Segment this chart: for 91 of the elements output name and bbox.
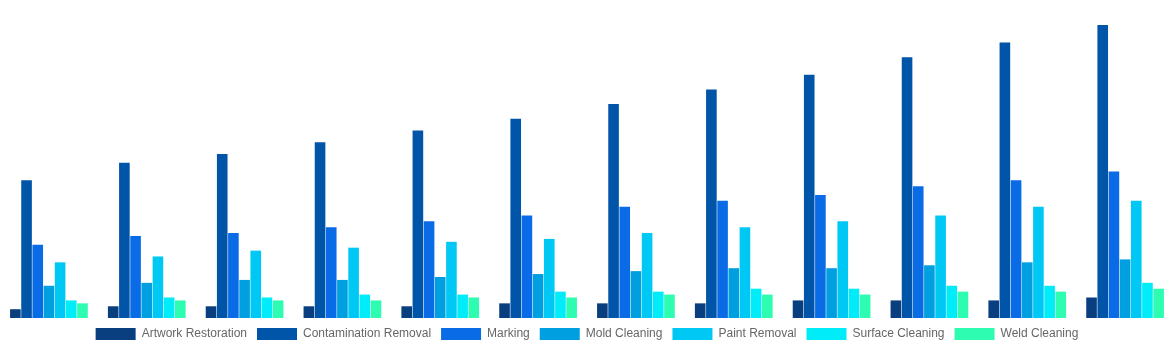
bar <box>1044 285 1055 318</box>
bar <box>1086 297 1097 318</box>
bar <box>228 233 239 318</box>
bar <box>216 153 228 318</box>
bar <box>848 288 860 318</box>
bar <box>641 233 653 318</box>
bar <box>468 297 480 318</box>
bar <box>750 288 762 318</box>
bar <box>359 294 371 318</box>
bar <box>859 294 871 318</box>
bar <box>107 306 119 318</box>
bar <box>250 250 262 318</box>
bar <box>706 89 717 318</box>
bar <box>739 227 751 318</box>
bar <box>325 227 337 318</box>
bar <box>205 306 217 318</box>
bar <box>1033 206 1044 318</box>
bar <box>314 142 326 318</box>
bar <box>152 256 164 318</box>
bar <box>499 303 510 318</box>
bar <box>434 276 446 318</box>
bar <box>77 303 88 318</box>
bar <box>815 194 826 318</box>
bar <box>370 300 382 318</box>
bar <box>1097 25 1109 318</box>
bar <box>901 57 913 318</box>
bar <box>43 285 55 318</box>
legend-label: Marking <box>487 326 530 341</box>
bar <box>532 274 544 318</box>
bar <box>1130 200 1142 318</box>
bar <box>890 300 902 318</box>
bar <box>792 300 804 318</box>
legend-label: Mold Cleaning <box>585 326 663 341</box>
bar <box>119 162 130 318</box>
bar <box>988 300 1000 318</box>
bar <box>65 300 77 318</box>
bar <box>401 306 413 318</box>
bar <box>303 306 315 318</box>
legend-label: Surface Cleaning <box>852 326 945 341</box>
bar <box>163 297 175 318</box>
bar <box>946 285 958 318</box>
bar <box>32 244 44 318</box>
bar <box>348 247 359 318</box>
bar <box>694 303 706 318</box>
bar <box>457 294 468 318</box>
bar <box>761 294 773 318</box>
bar <box>261 297 273 318</box>
bar <box>272 300 284 318</box>
bar <box>1010 180 1022 318</box>
bar <box>521 215 533 318</box>
bar <box>510 118 522 318</box>
bar <box>239 279 250 318</box>
bar <box>608 104 619 318</box>
bar <box>1055 291 1067 318</box>
bar <box>619 206 631 318</box>
bar <box>543 238 555 318</box>
bar <box>141 282 153 318</box>
bar <box>957 291 969 318</box>
bar <box>912 186 924 318</box>
bar <box>10 309 21 318</box>
bar <box>826 268 837 318</box>
bar <box>837 221 849 318</box>
bar <box>555 291 566 318</box>
legend-label: Contamination Removal <box>303 326 432 341</box>
bar <box>652 291 664 318</box>
bar <box>174 300 186 318</box>
bar <box>423 221 435 318</box>
bar <box>54 262 66 318</box>
legend-label: Weld Cleaning <box>1000 326 1079 341</box>
legend-label: Artwork Restoration <box>141 326 248 341</box>
bar <box>21 180 32 318</box>
bar <box>412 130 424 318</box>
bar <box>924 265 935 318</box>
bar <box>1142 282 1153 318</box>
bar <box>935 215 946 318</box>
bar <box>566 297 577 318</box>
bar <box>728 268 740 318</box>
bar <box>664 294 675 318</box>
bar <box>1108 171 1120 318</box>
bar <box>446 241 457 318</box>
legend-label: Paint Removal <box>718 326 797 341</box>
bar <box>1119 259 1131 318</box>
bar <box>1021 262 1033 318</box>
bar <box>999 42 1011 318</box>
bar <box>717 200 728 318</box>
bar <box>597 303 608 318</box>
bar <box>337 279 348 318</box>
bar <box>130 235 141 318</box>
bar <box>630 271 642 318</box>
bar <box>1153 288 1164 318</box>
bar <box>803 74 815 318</box>
